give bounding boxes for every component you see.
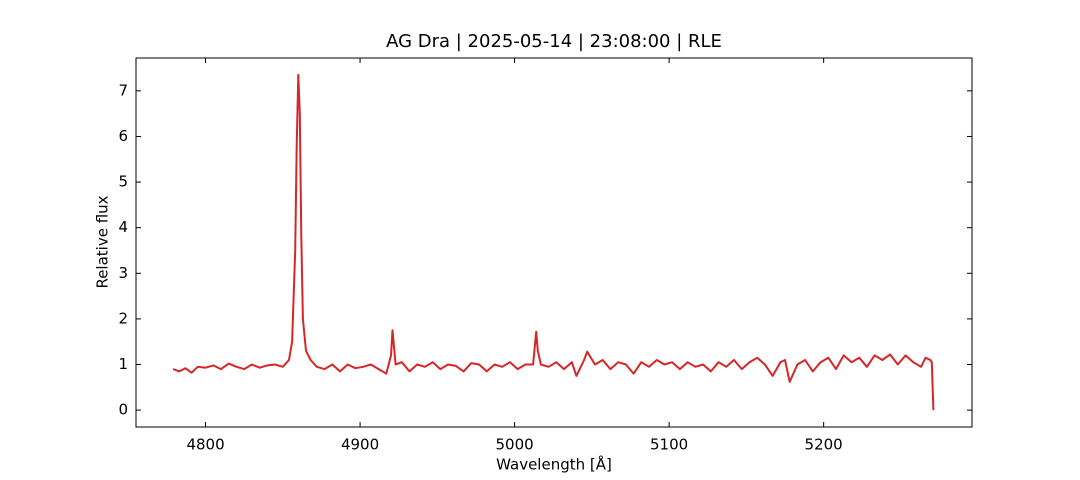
x-tick-label: 5100 bbox=[650, 436, 688, 454]
y-tick-label: 1 bbox=[118, 355, 128, 373]
x-tick-label: 4900 bbox=[341, 436, 379, 454]
y-tick-label: 2 bbox=[118, 309, 128, 327]
y-axis-label: Relative flux bbox=[94, 195, 112, 288]
y-tick-label: 4 bbox=[118, 218, 128, 236]
x-tick-label: 5200 bbox=[805, 436, 843, 454]
spectrum-line bbox=[172, 73, 935, 411]
chart-title: AG Dra | 2025-05-14 | 23:08:00 | RLE bbox=[386, 31, 722, 52]
y-tick-label: 7 bbox=[118, 81, 128, 99]
x-tick-label: 5000 bbox=[496, 436, 534, 454]
plot-frame bbox=[135, 57, 973, 428]
y-tick-label: 5 bbox=[118, 173, 128, 191]
y-tick-label: 3 bbox=[118, 264, 128, 282]
y-tick-label: 6 bbox=[118, 127, 128, 145]
x-axis-label: Wavelength [Å] bbox=[496, 455, 612, 474]
y-tick-label: 0 bbox=[118, 401, 128, 419]
x-tick-label: 4800 bbox=[186, 436, 224, 454]
